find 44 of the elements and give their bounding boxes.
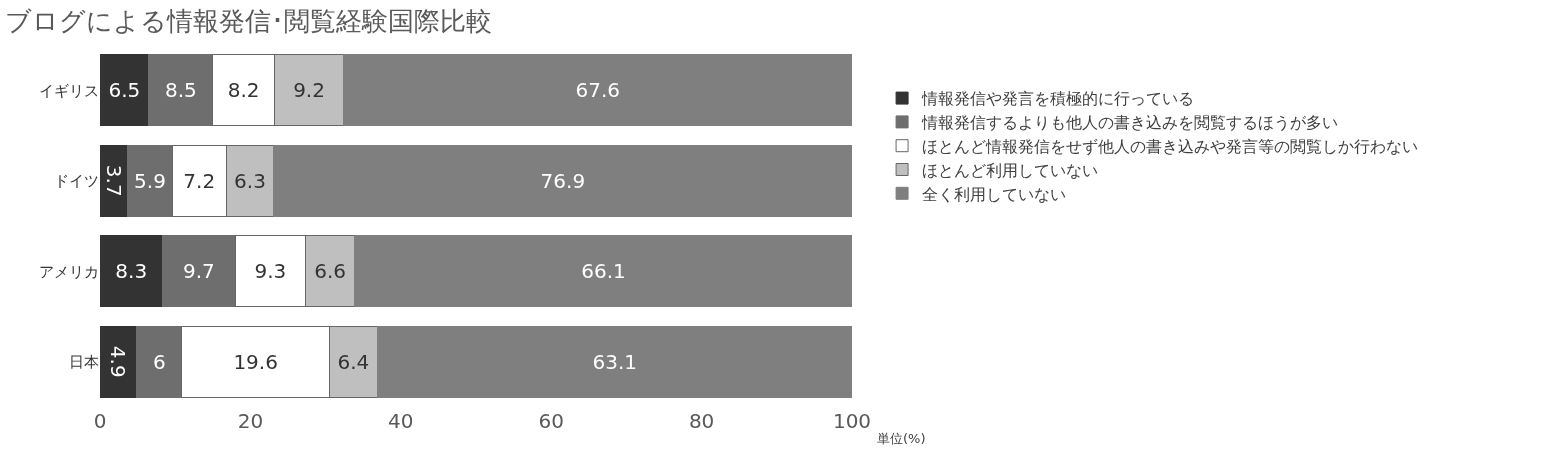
x-tick-label: 0 — [93, 409, 107, 433]
data-label: 9.3 — [254, 259, 287, 284]
bar — [100, 235, 163, 308]
bar — [376, 325, 852, 398]
data-label: 6.4 — [337, 349, 370, 374]
bar — [343, 54, 852, 127]
data-label: 7.2 — [183, 168, 216, 193]
bar — [354, 235, 852, 308]
y-tick-label: アメリカ — [39, 262, 99, 281]
data-label: 66.1 — [581, 259, 626, 284]
x-tick-label: 60 — [538, 409, 564, 433]
y-tick-label: イギリス — [39, 81, 99, 100]
data-label: 8.3 — [115, 259, 148, 284]
data-label: 8.2 — [227, 78, 260, 103]
data-label: 6 — [153, 349, 166, 374]
data-label: 63.1 — [592, 349, 638, 374]
legend-label: 全く利用していない — [922, 184, 1067, 204]
data-label: 6.5 — [108, 78, 141, 103]
data-label: 67.6 — [575, 78, 621, 103]
bar — [100, 54, 150, 127]
legend-label: ほとんど情報発信をせず他人の書き込みや発言等の閲覧しか行わない — [922, 136, 1419, 156]
data-label: 6.6 — [314, 259, 347, 284]
x-tick-label: 20 — [237, 409, 264, 433]
data-label: 76.9 — [540, 168, 586, 193]
legend-label: ほとんど利用していない — [922, 160, 1099, 180]
chart-title: ブログによる情報発信･閲覧経験国際比較 — [4, 5, 492, 36]
y-tick-label: ドイツ — [54, 172, 99, 190]
x-tick-label: 80 — [688, 409, 715, 433]
data-label: 6.3 — [234, 168, 266, 193]
text: 単位(%) — [877, 431, 926, 446]
bar — [100, 325, 138, 398]
x-tick-label: 100 — [832, 409, 872, 433]
data-label: 8.5 — [164, 78, 197, 103]
bar — [273, 144, 852, 217]
data-label: 19.6 — [233, 349, 278, 374]
legend-label: 情報発信するよりも他人の書き込みを閲覧するほうが多い — [921, 113, 1339, 133]
data-label: 5.9 — [134, 168, 166, 193]
legend-label: 情報発信や発言を積極的に行っている — [921, 89, 1195, 109]
data-label: 3.7 — [101, 164, 126, 197]
data-label: 9.2 — [293, 78, 325, 103]
y-tick-label: 日本 — [69, 353, 99, 371]
data-label: 4.9 — [106, 345, 131, 378]
data-label: 9.7 — [182, 259, 215, 284]
x-tick-label: 40 — [388, 409, 414, 433]
